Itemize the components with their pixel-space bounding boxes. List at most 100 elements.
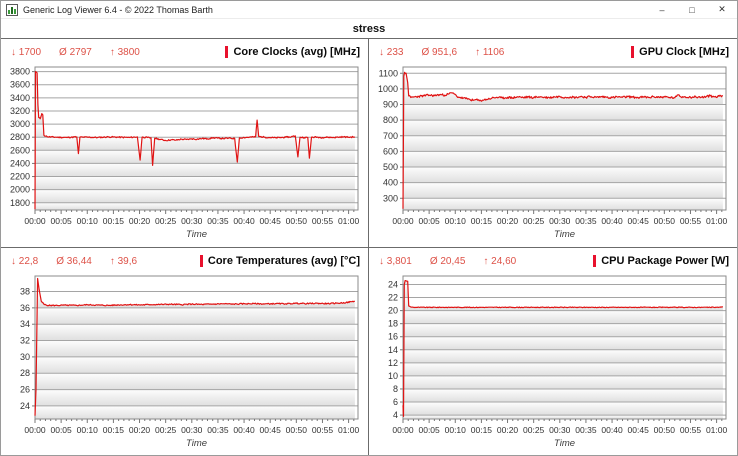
chart-title-group: CPU Package Power [W] bbox=[593, 255, 729, 267]
y-tick-label: 38 bbox=[20, 287, 30, 297]
x-tick-label: 00:55 bbox=[312, 216, 334, 226]
y-tick-label: 26 bbox=[20, 385, 30, 395]
x-tick-label: 00:00 bbox=[392, 216, 414, 226]
log-title-text: stress bbox=[352, 22, 386, 35]
x-axis-label: Time bbox=[186, 229, 207, 240]
y-tick-label: 3000 bbox=[10, 119, 30, 129]
series-line bbox=[402, 280, 724, 417]
y-tick-label: 500 bbox=[383, 162, 398, 172]
line-chart-core-temps[interactable]: 24 26 28 30 32 34 36 38 00:00 00:05 00:10 00:15 00:2… bbox=[5, 272, 367, 452]
window-controls: – □ ✕ bbox=[647, 1, 737, 18]
y-tick-label: 28 bbox=[20, 368, 30, 378]
y-tick-label: 400 bbox=[383, 178, 398, 188]
x-tick-label: 00:10 bbox=[77, 425, 99, 435]
y-tick-label: 6 bbox=[393, 397, 398, 407]
x-tick-label: 01:00 bbox=[338, 216, 360, 226]
x-tick-label: 00:30 bbox=[549, 425, 571, 435]
chart-grid: ↓ 1700 Ø 2797 ↑ 3800 Core Clocks (avg) [… bbox=[1, 38, 737, 455]
x-tick-label: 00:30 bbox=[181, 216, 203, 226]
y-tick-label: 700 bbox=[383, 131, 398, 141]
chart-title-group: Core Temperatures (avg) [°C] bbox=[199, 255, 360, 267]
series-marker-icon bbox=[631, 46, 635, 58]
stats-row: ↓ 22,8 Ø 36,44 ↑ 39,6 bbox=[11, 256, 155, 267]
app-icon bbox=[6, 3, 18, 16]
series-marker-icon bbox=[225, 46, 229, 58]
chart-svg: 300 400 500 600 700 800 900 1000 1100 00:00 00:05 0… bbox=[378, 66, 727, 240]
line-chart-core-clocks[interactable]: 1800 2000 2200 2400 2600 2800 3000 3200 3400 3600… bbox=[5, 63, 367, 243]
y-tick-label: 30 bbox=[20, 352, 30, 362]
x-tick-label: 00:55 bbox=[312, 425, 334, 435]
x-tick-label: 00:25 bbox=[155, 425, 177, 435]
y-tick-label: 2400 bbox=[10, 158, 30, 168]
chart-panel-gpu-clock: ↓ 233 Ø 951,6 ↑ 1106 GPU Clock [MHz] 300… bbox=[369, 39, 737, 247]
x-tick-label: 00:50 bbox=[654, 425, 676, 435]
chart-title: CPU Package Power [W] bbox=[601, 255, 729, 267]
stat-avg: Ø 951,6 bbox=[421, 46, 458, 58]
stat-avg: Ø 20,45 bbox=[429, 255, 466, 267]
chart-svg: 1800 2000 2200 2400 2600 2800 3000 3200 3400 3600… bbox=[10, 66, 360, 240]
x-tick-label: 00:00 bbox=[392, 425, 414, 435]
y-tick-label: 18 bbox=[388, 319, 398, 329]
chart-title-group: GPU Clock [MHz] bbox=[631, 46, 729, 58]
stats-row: ↓ 233 Ø 951,6 ↑ 1106 bbox=[379, 47, 522, 58]
y-tick-label: 16 bbox=[388, 332, 398, 342]
y-tick-label: 600 bbox=[383, 146, 398, 156]
y-tick-label: 300 bbox=[383, 193, 398, 203]
y-tick-label: 14 bbox=[388, 345, 398, 355]
x-tick-label: 00:05 bbox=[50, 216, 72, 226]
y-tick-label: 4 bbox=[393, 410, 398, 420]
series-line bbox=[34, 277, 355, 416]
maximize-button[interactable]: □ bbox=[689, 4, 695, 15]
y-tick-label: 22 bbox=[388, 293, 398, 303]
stats-row: ↓ 3,801 Ø 20,45 ↑ 24,60 bbox=[379, 256, 534, 267]
x-axis-label: Time bbox=[554, 229, 575, 240]
y-tick-label: 24 bbox=[388, 279, 398, 289]
chart-panel-core-clocks: ↓ 1700 Ø 2797 ↑ 3800 Core Clocks (avg) [… bbox=[1, 39, 368, 247]
y-tick-label: 3800 bbox=[10, 67, 30, 77]
y-tick-label: 1100 bbox=[379, 68, 398, 78]
x-tick-label: 00:55 bbox=[680, 216, 702, 226]
x-tick-label: 01:00 bbox=[338, 425, 360, 435]
y-tick-label: 12 bbox=[388, 358, 398, 368]
stat-min: ↓ 22,8 bbox=[11, 255, 39, 267]
y-tick-label: 1000 bbox=[378, 84, 398, 94]
x-tick-label: 00:15 bbox=[103, 216, 125, 226]
stat-min: ↓ 3,801 bbox=[379, 255, 412, 267]
y-tick-label: 32 bbox=[20, 336, 30, 346]
series-line bbox=[34, 71, 356, 210]
x-tick-label: 00:25 bbox=[155, 216, 177, 226]
x-tick-label: 00:20 bbox=[129, 425, 151, 435]
close-button[interactable]: ✕ bbox=[718, 4, 726, 14]
line-chart-gpu-clock[interactable]: 300 400 500 600 700 800 900 1000 1100 00:00 00:05 0… bbox=[373, 63, 735, 243]
panel-header: ↓ 22,8 Ø 36,44 ↑ 39,6 Core Temperatures … bbox=[3, 250, 366, 272]
x-tick-label: 00:20 bbox=[129, 216, 151, 226]
x-tick-label: 00:05 bbox=[418, 216, 440, 226]
x-tick-label: 00:00 bbox=[24, 216, 46, 226]
chart-title: Core Temperatures (avg) [°C] bbox=[207, 255, 360, 267]
x-axis-label: Time bbox=[186, 438, 207, 449]
stat-avg: Ø 2797 bbox=[59, 46, 92, 58]
log-title: stress bbox=[1, 19, 737, 38]
y-tick-label: 24 bbox=[20, 401, 30, 411]
minimize-button[interactable]: – bbox=[659, 4, 665, 15]
chart-panel-cpu-power: ↓ 3,801 Ø 20,45 ↑ 24,60 CPU Package Powe… bbox=[369, 248, 737, 455]
y-tick-label: 2200 bbox=[10, 172, 30, 182]
series-marker-icon bbox=[593, 255, 597, 267]
x-tick-label: 00:05 bbox=[418, 425, 440, 435]
x-tick-label: 00:45 bbox=[260, 425, 282, 435]
x-tick-label: 00:45 bbox=[628, 425, 650, 435]
panel-header: ↓ 1700 Ø 2797 ↑ 3800 Core Clocks (avg) [… bbox=[3, 41, 366, 63]
x-tick-label: 00:40 bbox=[233, 216, 255, 226]
x-tick-label: 00:25 bbox=[523, 425, 545, 435]
x-tick-label: 00:40 bbox=[601, 216, 623, 226]
chart-title: Core Clocks (avg) [MHz] bbox=[233, 46, 360, 58]
x-tick-label: 00:10 bbox=[445, 216, 467, 226]
x-tick-label: 00:35 bbox=[207, 216, 229, 226]
panel-header: ↓ 3,801 Ø 20,45 ↑ 24,60 CPU Package Powe… bbox=[371, 250, 735, 272]
y-tick-label: 1800 bbox=[10, 198, 30, 208]
y-tick-label: 2600 bbox=[10, 145, 30, 155]
line-chart-cpu-power[interactable]: 4 6 8 10 12 14 16 18 20 22 24 00:00 00:05 00:10 00:15 0… bbox=[373, 272, 735, 452]
y-tick-label: 2000 bbox=[10, 185, 30, 195]
stat-max: ↑ 24,60 bbox=[483, 255, 517, 267]
x-axis-label: Time bbox=[554, 438, 575, 449]
